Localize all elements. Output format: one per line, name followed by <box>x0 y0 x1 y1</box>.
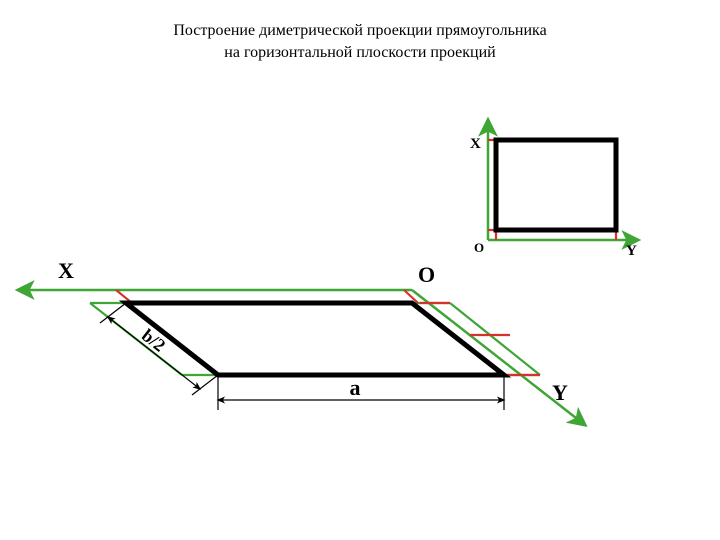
inset-label-x: X <box>470 136 481 152</box>
dim-ext <box>192 375 218 395</box>
dim-a-label: a <box>350 375 361 400</box>
inset-rectangle <box>496 140 616 230</box>
main-label-y: Y <box>552 380 568 405</box>
dim-b2-label: b/2 <box>138 325 169 356</box>
main-label-o: O <box>418 262 435 287</box>
guide-line <box>450 303 540 375</box>
dimetric-rectangle <box>126 303 504 375</box>
main-diagram: a b/2 X Y O <box>18 258 585 425</box>
inset-label-y: Y <box>626 243 637 259</box>
inset-label-o: O <box>474 240 484 255</box>
dimension-a: a <box>218 375 504 410</box>
dimension-b2: b/2 <box>100 303 218 395</box>
inset-diagram: X Y O <box>470 120 638 259</box>
main-label-x: X <box>58 258 74 283</box>
diagram-canvas: X Y O a b/2 <box>0 0 720 540</box>
